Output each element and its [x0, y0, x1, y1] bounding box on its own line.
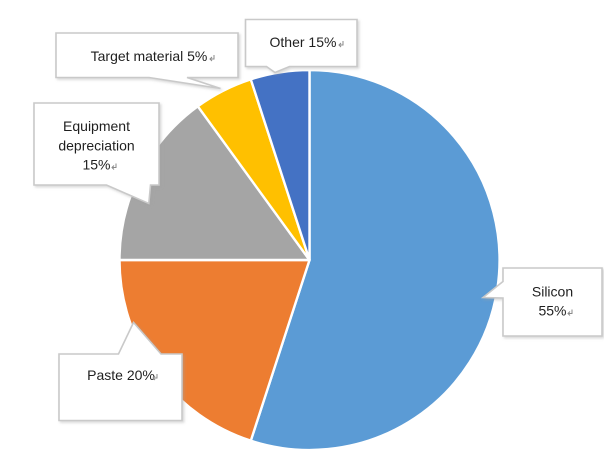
svg-text:Silicon: Silicon: [532, 284, 573, 300]
svg-text:15%: 15%: [82, 157, 110, 173]
svg-text:Equipment: Equipment: [63, 118, 130, 134]
svg-text:55%: 55%: [538, 303, 566, 319]
svg-text:Other 15%: Other 15%: [270, 34, 337, 50]
svg-text:Paste 20%: Paste 20%: [87, 367, 155, 383]
svg-text:Target material 5%: Target material 5%: [91, 48, 208, 64]
svg-text:depreciation: depreciation: [58, 138, 134, 154]
